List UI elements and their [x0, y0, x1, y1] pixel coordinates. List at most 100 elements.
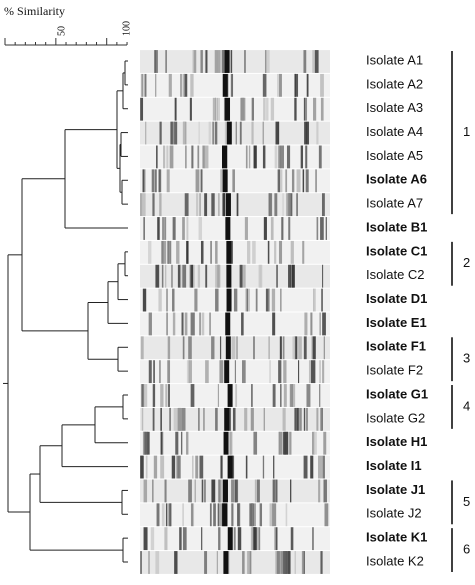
gel-band	[218, 97, 220, 121]
gel-band	[312, 431, 315, 455]
gel-band	[191, 264, 195, 288]
gel-lane	[140, 384, 330, 407]
gel-band	[245, 455, 248, 479]
gel-band	[182, 121, 186, 145]
gel-band	[142, 193, 146, 217]
gel-band	[141, 407, 144, 431]
gel-band	[159, 360, 161, 384]
gel-band	[192, 50, 194, 73]
cluster-label: 6	[463, 542, 470, 557]
gel-band	[178, 455, 181, 479]
gel-band	[303, 97, 306, 121]
isolate-label: Isolate A4	[366, 124, 423, 139]
gel-band	[251, 97, 254, 121]
gel-band	[224, 407, 230, 431]
gel-band	[173, 121, 176, 145]
gel-band	[318, 455, 322, 479]
gel-band	[262, 455, 265, 479]
gel-lane	[140, 121, 330, 145]
gel-lane	[140, 73, 330, 97]
gel-band	[197, 145, 200, 169]
gel-band	[174, 551, 178, 574]
gel-band	[217, 503, 220, 527]
gel-band	[154, 50, 157, 73]
gel-band	[200, 240, 204, 264]
gel-band	[278, 360, 282, 384]
gel-band	[182, 264, 187, 288]
gel-band	[150, 527, 155, 551]
gel-band	[235, 384, 238, 407]
gel-band	[223, 551, 229, 574]
gel-band	[186, 240, 189, 264]
gel-band	[274, 145, 278, 169]
gel-band	[321, 193, 325, 217]
gel-band	[171, 264, 173, 288]
gel-band	[289, 384, 294, 407]
gel-band	[222, 169, 228, 193]
gel-band	[223, 193, 226, 217]
gel-band	[274, 240, 277, 264]
gel-band	[249, 503, 253, 527]
gel-band	[143, 217, 145, 240]
gel-band	[298, 360, 300, 384]
gel-band	[250, 407, 254, 431]
gel-band	[319, 384, 321, 407]
gel-band	[177, 264, 181, 288]
gel-band	[238, 503, 241, 527]
cluster-label: 4	[463, 398, 470, 413]
gel-band	[285, 503, 288, 527]
gel-band	[218, 503, 222, 527]
gel-band	[254, 479, 257, 503]
gel-band	[314, 50, 319, 73]
gel-band	[230, 240, 233, 264]
gel-band	[279, 336, 282, 360]
gel-band	[158, 169, 162, 193]
gel-band	[155, 73, 157, 97]
gel-band	[284, 431, 289, 455]
gel-band	[231, 503, 234, 527]
gel-band	[189, 97, 192, 121]
gel-lane	[140, 50, 330, 73]
gel-band	[270, 97, 275, 121]
gel-band	[181, 312, 184, 336]
gel-band	[236, 336, 238, 360]
gel-band	[270, 217, 274, 240]
gel-band	[160, 455, 165, 479]
gel-band	[160, 384, 164, 407]
gel-band	[164, 217, 167, 240]
gel-band	[286, 145, 291, 169]
gel-band	[217, 97, 219, 121]
gel-band	[308, 360, 312, 384]
gel-band	[205, 360, 209, 384]
gel-band	[199, 455, 204, 479]
gel-band	[183, 527, 187, 551]
gel-band	[303, 455, 308, 479]
gel-band	[235, 121, 237, 145]
gel-band	[272, 479, 275, 503]
gel-band	[301, 551, 304, 574]
gel-band	[189, 264, 191, 288]
isolate-label: Isolate A1	[366, 52, 423, 67]
gel-band	[224, 50, 230, 73]
gel-band	[316, 407, 319, 431]
gel-band	[227, 455, 233, 479]
gel-band	[294, 97, 297, 121]
gel-band	[163, 145, 166, 169]
gel-band	[311, 360, 315, 384]
gel-band	[265, 288, 270, 312]
gel-band	[287, 551, 291, 574]
gel-band	[204, 145, 209, 169]
gel-lane	[140, 503, 330, 527]
cluster-label: 3	[463, 351, 470, 366]
gel-band	[172, 217, 176, 240]
isolate-label: Isolate A2	[366, 76, 423, 91]
gel-band	[245, 145, 248, 169]
gel-band	[160, 407, 162, 431]
gel-band	[201, 479, 204, 503]
gel-band	[166, 169, 170, 193]
gel-band	[241, 97, 246, 121]
gel-band	[229, 431, 233, 455]
gel-band	[305, 145, 308, 169]
gel-band	[165, 384, 168, 407]
